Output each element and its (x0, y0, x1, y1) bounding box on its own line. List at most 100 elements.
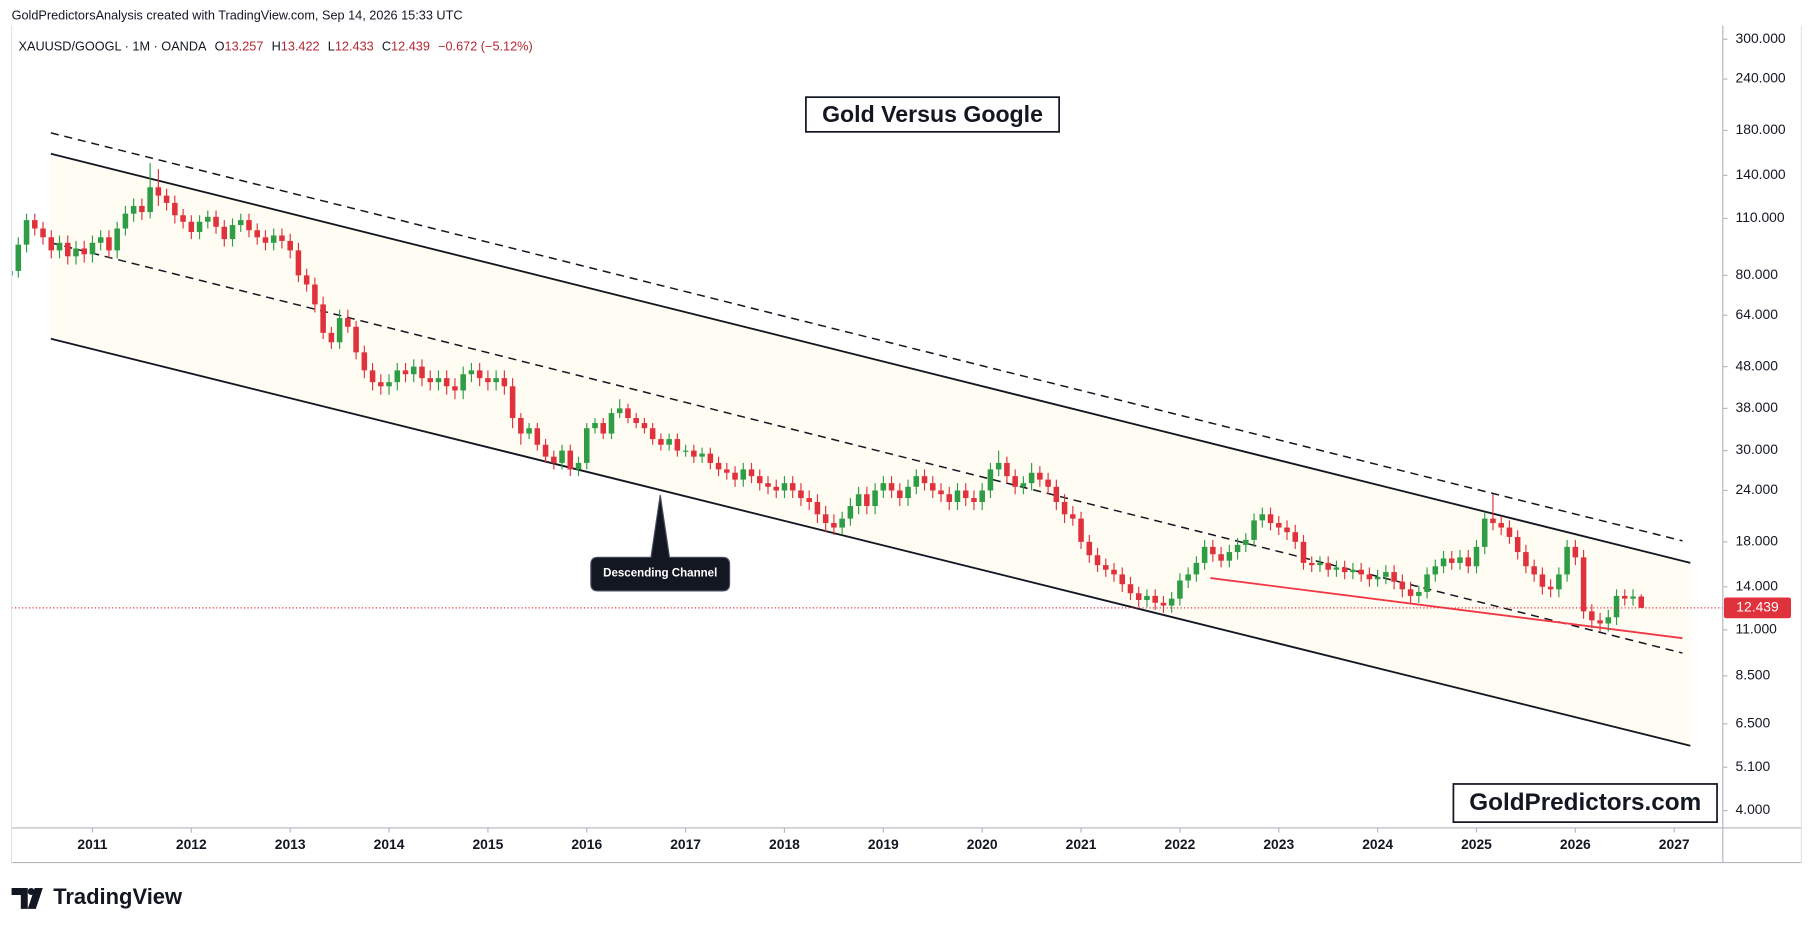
candle-body (1201, 546, 1208, 563)
candle-body (237, 220, 244, 226)
channel-midline (50, 132, 1683, 542)
candle-body (633, 418, 639, 424)
candle-body (872, 490, 878, 507)
candle-body (1210, 546, 1216, 555)
open-label: O (215, 39, 225, 54)
candle-body (410, 366, 417, 375)
candle-body (1531, 566, 1537, 575)
candle-body (1325, 562, 1331, 570)
high-value: 13.422 (281, 39, 320, 54)
price-pane (11, 132, 1723, 747)
candle-body (295, 250, 302, 276)
candle-body (954, 490, 961, 502)
candle-body (616, 408, 623, 414)
candle-body (172, 202, 178, 216)
attribution: GoldPredictorsAnalysis created with Trad… (12, 8, 463, 23)
candle-body (806, 498, 812, 502)
candle-body (56, 242, 63, 251)
candle-body (1012, 476, 1018, 487)
candle-body (1061, 501, 1068, 515)
high-label: H (272, 39, 281, 54)
trend-line (1210, 577, 1683, 640)
close-value: 12.439 (391, 39, 430, 54)
candle-body (1102, 565, 1109, 570)
x-tick-label: 2016 (571, 836, 602, 852)
title-box: Gold Versus Google (805, 96, 1060, 133)
candle-body (254, 230, 261, 238)
legend-line: XAUUSD/GOOGL · 1M · OANDA O13.257 H13.42… (19, 39, 533, 54)
x-tick-label: 2025 (1461, 836, 1492, 852)
candle-body (1053, 486, 1060, 502)
candle-body (40, 228, 46, 238)
candle-body (526, 428, 532, 434)
candle-body (369, 370, 376, 383)
candle-body (221, 226, 228, 240)
candle-body (1473, 546, 1480, 567)
candle-body (1605, 617, 1612, 624)
candle-body (122, 213, 129, 229)
candle-body (1564, 546, 1570, 575)
candle-body (1580, 557, 1587, 612)
candle-body (715, 462, 722, 470)
candle-body (641, 423, 648, 429)
candle-body (139, 205, 145, 213)
candle-body (1622, 595, 1628, 599)
candle-body (81, 248, 87, 255)
candle-body (740, 469, 747, 480)
candle-body (15, 244, 22, 271)
candle-body (724, 469, 730, 473)
candle-body (1234, 544, 1241, 553)
y-tick-label: 14.000 (1736, 577, 1779, 593)
candle-body (106, 237, 112, 251)
candle-body (1152, 595, 1158, 603)
candle-body (1004, 462, 1010, 477)
candle-body (320, 304, 326, 333)
candle-body (97, 237, 104, 243)
candle-body (1481, 518, 1488, 547)
candle-body (1259, 514, 1266, 521)
candle-body (1424, 574, 1430, 592)
candle-body (493, 378, 499, 383)
candle-body (205, 216, 211, 222)
candle-body (1440, 558, 1447, 567)
callout: Descending Channel (590, 494, 731, 592)
candle-body (732, 472, 738, 480)
candle-body (1243, 539, 1249, 545)
candle-body (658, 439, 664, 445)
x-tick-label: 2011 (77, 836, 107, 852)
last-price-badge (1723, 597, 1792, 619)
candle-body (946, 494, 953, 502)
candle-body (1523, 552, 1529, 567)
symbol: XAUUSD/GOOGL · 1M · OANDA (19, 39, 208, 54)
chart-title: Gold Versus Google (822, 101, 1043, 127)
candle-body (1416, 591, 1422, 596)
title-frame (805, 96, 1060, 133)
candle-body (147, 187, 153, 213)
candle-body (378, 382, 384, 387)
candle-body (1144, 595, 1150, 600)
candle-body (897, 490, 903, 499)
candle-body (1589, 611, 1595, 621)
candle-body (1300, 541, 1307, 563)
candle-body (452, 386, 458, 391)
candle-body (1028, 472, 1035, 484)
candle-body (402, 370, 409, 375)
logo-mark (11, 888, 43, 909)
y-tick-label: 11.000 (1736, 620, 1778, 636)
candle-body (1284, 527, 1290, 533)
candle-body (328, 332, 335, 343)
candle-body (1045, 479, 1051, 487)
candle-body (592, 423, 598, 429)
candle-body (666, 439, 672, 445)
candle-body (1539, 574, 1546, 587)
channel-fill (50, 153, 1691, 746)
y-tick-label: 38.000 (1736, 399, 1779, 415)
candle-body (435, 378, 442, 383)
callout-text: Descending Channel (603, 568, 717, 580)
candle-body (1111, 569, 1117, 575)
candle-body (707, 453, 714, 463)
candle-body (1597, 620, 1603, 624)
candle-body (1078, 518, 1084, 542)
candle-body (682, 450, 689, 452)
